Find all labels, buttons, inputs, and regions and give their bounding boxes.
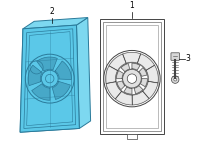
Text: 3: 3 xyxy=(186,54,190,63)
Polygon shape xyxy=(37,57,57,71)
Polygon shape xyxy=(20,25,79,132)
Circle shape xyxy=(123,69,141,88)
Circle shape xyxy=(174,78,177,81)
FancyBboxPatch shape xyxy=(127,134,137,139)
Polygon shape xyxy=(32,84,50,100)
FancyBboxPatch shape xyxy=(171,53,179,60)
Polygon shape xyxy=(139,68,147,76)
Polygon shape xyxy=(132,63,140,70)
Polygon shape xyxy=(116,71,124,79)
Circle shape xyxy=(45,74,54,83)
Circle shape xyxy=(171,76,179,83)
Polygon shape xyxy=(52,81,70,100)
Text: 1: 1 xyxy=(130,1,134,10)
FancyBboxPatch shape xyxy=(100,19,164,134)
Polygon shape xyxy=(146,65,158,83)
Polygon shape xyxy=(132,91,149,105)
Polygon shape xyxy=(123,52,141,63)
Polygon shape xyxy=(109,54,126,71)
Circle shape xyxy=(127,74,137,83)
Polygon shape xyxy=(137,54,155,70)
Polygon shape xyxy=(55,61,71,80)
Circle shape xyxy=(41,70,58,87)
Polygon shape xyxy=(20,25,79,132)
Polygon shape xyxy=(28,65,42,86)
Polygon shape xyxy=(121,64,130,72)
Polygon shape xyxy=(115,91,132,105)
Polygon shape xyxy=(23,17,88,29)
Polygon shape xyxy=(117,81,125,90)
Polygon shape xyxy=(106,66,118,83)
Polygon shape xyxy=(124,87,132,94)
Polygon shape xyxy=(143,81,158,99)
Polygon shape xyxy=(140,79,147,87)
Polygon shape xyxy=(106,82,122,99)
Polygon shape xyxy=(77,17,91,128)
Text: 2: 2 xyxy=(49,7,54,16)
Polygon shape xyxy=(134,86,143,94)
